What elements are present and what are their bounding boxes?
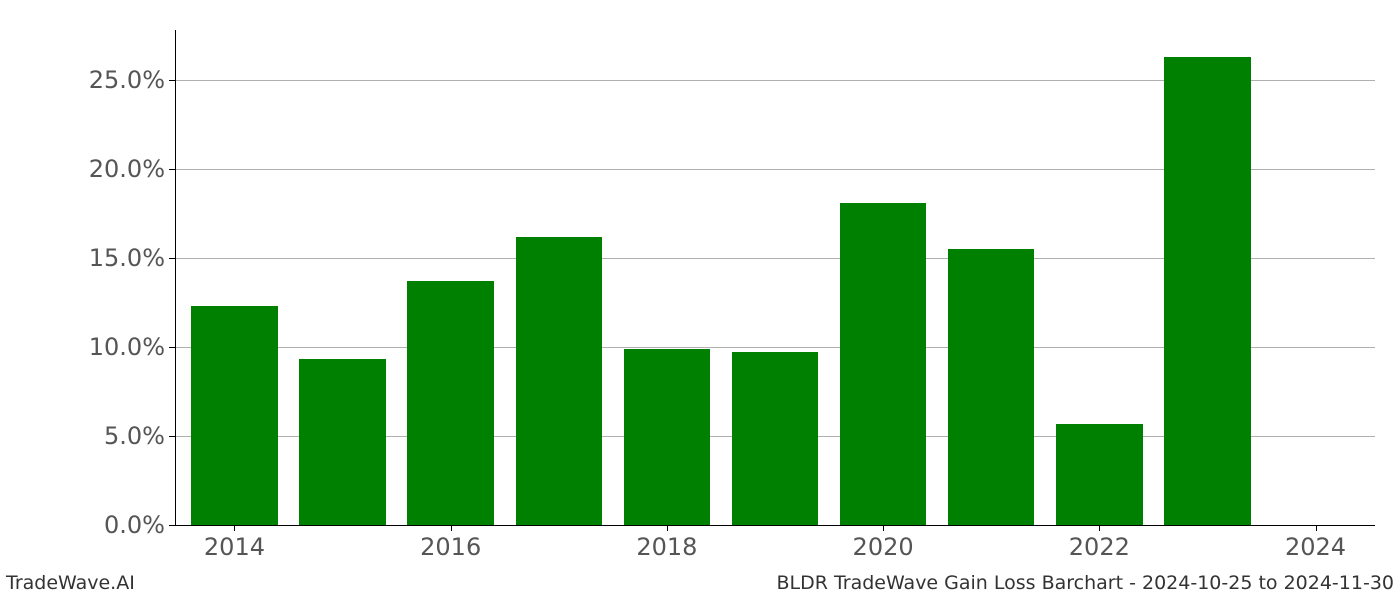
y-tick-label: 15.0% — [89, 244, 175, 272]
y-tick-label: 0.0% — [104, 511, 175, 539]
bar — [191, 306, 277, 525]
bar — [516, 237, 602, 525]
bar — [1056, 424, 1142, 525]
chart-container: 0.0% 5.0% 10.0% 15.0% 20.0% 25.0% 2014 2016 2018… — [0, 0, 1400, 600]
y-axis-line — [175, 30, 176, 525]
footer-attribution: TradeWave.AI — [6, 572, 135, 594]
plot-area: 0.0%5.0%10.0%15.0%20.0%25.0%201420162018… — [175, 30, 1375, 525]
x-tick-label: 2016 — [420, 525, 481, 561]
y-tick-label: 25.0% — [89, 66, 175, 94]
bar — [948, 249, 1034, 525]
x-tick-label: 2022 — [1069, 525, 1130, 561]
bar — [840, 203, 926, 525]
bar — [299, 359, 385, 525]
y-tick-label: 5.0% — [104, 422, 175, 450]
bar — [732, 352, 818, 525]
bar — [1164, 57, 1250, 525]
footer-caption: BLDR TradeWave Gain Loss Barchart - 2024… — [776, 572, 1394, 594]
x-tick-label: 2020 — [853, 525, 914, 561]
x-axis-line — [175, 525, 1375, 526]
x-tick-label: 2024 — [1285, 525, 1346, 561]
x-tick-label: 2018 — [636, 525, 697, 561]
y-tick-label: 10.0% — [89, 333, 175, 361]
x-tick-label: 2014 — [204, 525, 265, 561]
bar — [407, 281, 493, 525]
bar — [624, 349, 710, 525]
y-tick-label: 20.0% — [89, 155, 175, 183]
